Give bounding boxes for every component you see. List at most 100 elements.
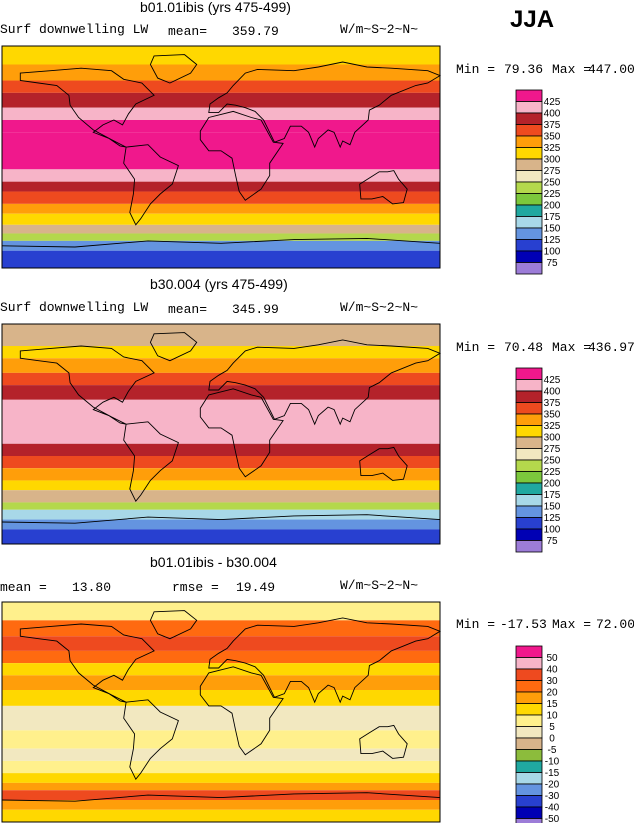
panel-1-legend-label-7: 250 (544, 178, 561, 189)
panel-3-band-1 (2, 620, 440, 637)
panel-2-legend-box-7 (515, 448, 543, 461)
panel-2-legend-box-3 (515, 402, 543, 415)
panel-2-legend-box-2 (515, 390, 543, 403)
panel-1-legend-label-6: 275 (544, 166, 561, 177)
panel-2-legend-label-2: 375 (544, 398, 561, 409)
panel-2-legend-box-13 (515, 517, 543, 530)
panel-1-band-3 (2, 92, 440, 108)
panel-2-band-4 (2, 385, 440, 400)
panel-2-band-12 (2, 502, 440, 510)
panel-2-band-8 (2, 456, 440, 469)
panel-2-legend-label-11: 150 (544, 502, 561, 513)
panel-3-legend-label-6: 5 (549, 722, 555, 733)
panel-3-units: W/m~S~2~N~ (340, 578, 419, 593)
panel-2-legend-box-1 (515, 379, 543, 392)
panel-2-legend-label-14: 75 (546, 536, 558, 547)
panel-1-legend-box-11 (515, 216, 543, 229)
panel-3-band-0 (2, 602, 440, 621)
panel-3-legend-label-1: 40 (546, 665, 558, 676)
panel-2-legend-box-8 (515, 459, 543, 472)
panel-1-legend-label-12: 125 (544, 235, 561, 246)
panel-3-legend-box-4 (515, 691, 543, 704)
panel-1-legend-box-9 (515, 193, 543, 206)
panel-1-legend-label-4: 325 (544, 143, 561, 154)
panel-2-band-15 (2, 529, 440, 544)
panel-1-legend-box-8 (515, 181, 543, 194)
panel-3-legend-label-11: -20 (545, 780, 560, 791)
panel-1-band-7 (2, 169, 440, 182)
panel-1-legend-label-2: 375 (544, 120, 561, 131)
panel-1-legend-label-8: 225 (544, 189, 561, 200)
panel-1-legend-label-9: 200 (544, 201, 561, 212)
panel-1-band-0 (2, 46, 440, 65)
panel-3-legend-label-5: 10 (546, 711, 558, 722)
panel-3-legend-label-2: 30 (546, 676, 558, 687)
panel-1-band-15 (2, 250, 440, 268)
panel-3-band-7 (2, 705, 440, 731)
panel-2-band-7 (2, 443, 440, 456)
panel-3-coastline-eurasia (208, 617, 442, 704)
panel-1-mean-value: 359.79 (232, 24, 279, 39)
panel-2-legend-box-6 (515, 436, 543, 449)
panel-2-legend-label-4: 325 (544, 421, 561, 432)
panel-2-band-11 (2, 490, 440, 503)
panel-2-legend-box-12 (515, 505, 543, 518)
panel-2-coastline-greenland (149, 332, 198, 362)
panel-3-legend-box-14 (515, 806, 543, 819)
panel-3-legend-label-12: -30 (545, 791, 560, 802)
panel-2-coastline-south-america (123, 421, 179, 503)
panel-3-title: b01.01ibis - b30.004 (150, 554, 277, 570)
panel-3-coastline-south-america (123, 699, 179, 781)
panel-3-band-5 (2, 675, 440, 690)
panel-2-coastline-eurasia (208, 339, 442, 426)
panel-1-legend-box-15 (515, 262, 543, 275)
panel-1-legend-label-0: 425 (544, 97, 561, 108)
panel-2-legend-box-15 (515, 540, 543, 553)
panel-2-coastline-africa (199, 388, 284, 478)
panel-3-legend-label-7: 0 (549, 734, 555, 745)
panel-3-coastline-antarctica (1, 792, 441, 802)
panel-3-legend-label-0: 50 (546, 653, 558, 664)
panel-3-max-value: 72.00 (596, 617, 634, 632)
panel-1-coastline-south-america (123, 144, 179, 226)
panel-1-legend-box-13 (515, 239, 543, 252)
panel-2-legend-label-9: 200 (544, 479, 561, 490)
panel-3-legend-label-4: 15 (546, 699, 558, 710)
panel-1-min-label: Min = (456, 62, 496, 77)
panel-1-band-5 (2, 120, 440, 133)
panel-1-coastline-north-america (19, 67, 155, 148)
panel-2-band-3 (2, 372, 440, 386)
panel-3-min-label: Min = (456, 617, 496, 632)
panel-2-units: W/m~S~2~N~ (340, 300, 419, 315)
panel-1-title: b01.01ibis (yrs 475-499) (140, 0, 291, 15)
panel-1-legend-box-3 (515, 124, 543, 137)
panel-1-legend-box-5 (515, 147, 543, 160)
panel-3-rmse-label: rmse = (172, 580, 219, 595)
panel-1-max-value: 447.00 (588, 62, 634, 77)
panel-2-max-value: 436.97 (588, 340, 634, 355)
panel-3-max-label: Max = (552, 617, 592, 632)
panel-2-band-1 (2, 346, 440, 359)
panel-1-legend-label-14: 75 (546, 258, 558, 269)
panel-2-title: b30.004 (yrs 475-499) (150, 276, 288, 292)
panel-2-legend-box-4 (515, 413, 543, 426)
panel-3-band-6 (2, 690, 440, 706)
panel-2-legend-label-6: 275 (544, 444, 561, 455)
panel-2-legend-label-7: 250 (544, 456, 561, 467)
panel-3-legend-label-13: -40 (545, 803, 560, 814)
panel-1-min-value: 79.36 (504, 62, 544, 77)
panel-3-band-2 (2, 636, 440, 651)
panel-2-legend-label-13: 100 (544, 525, 561, 536)
panel-2-legend-label-8: 225 (544, 467, 561, 478)
season-label: JJA (510, 6, 555, 33)
panel-1-legend-label-13: 100 (544, 247, 561, 258)
panel-3-legend-label-9: -10 (545, 757, 560, 768)
panel-3-legend-label-14: -50 (545, 814, 560, 823)
panel-1-legend-box-10 (515, 204, 543, 217)
panel-3-coastline-africa (199, 666, 284, 756)
panel-3-coastline-greenland (149, 610, 198, 640)
panel-1-coastline-eurasia (208, 61, 442, 149)
panel-3-legend-box-2 (515, 668, 543, 681)
panel-3-legend-box-13 (515, 795, 543, 808)
